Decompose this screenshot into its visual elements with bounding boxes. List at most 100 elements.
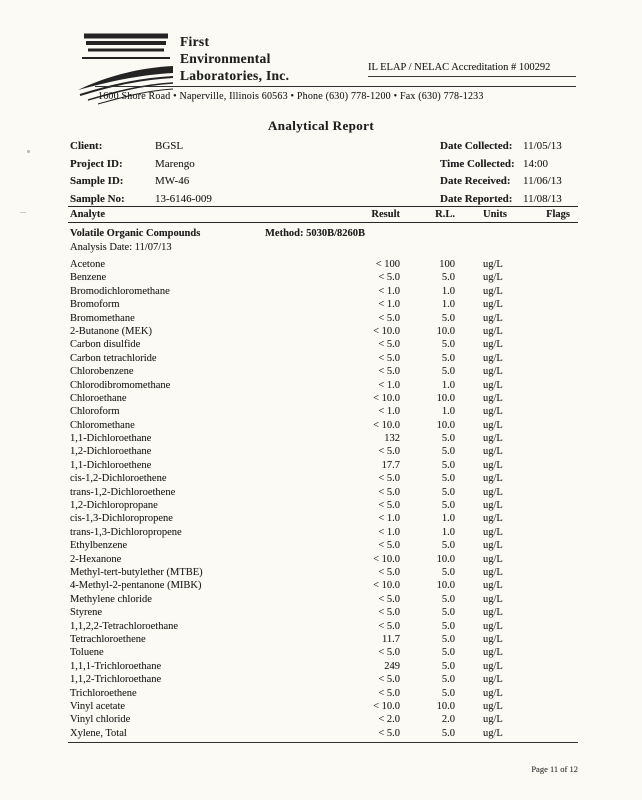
flags-value [515,566,578,579]
units-value: ug/L [483,607,503,619]
flags-value [515,713,578,726]
flags-value [515,298,578,311]
table-row: Chlorodibromomethane < 1.0 1.0 ug/L [68,379,578,392]
flags-value [515,258,578,271]
rl-value: 5.0 [441,433,455,445]
units-value: ug/L [483,580,503,592]
rl-value: 5.0 [441,540,455,552]
sample-id-label: Sample ID: [70,175,124,187]
units-value: ug/L [483,392,503,404]
flags-value [515,633,578,646]
result-value: < 5.0 [378,500,400,512]
units-value: ug/L [483,513,503,525]
rl-value: 5.0 [441,674,455,686]
result-value: < 10.0 [373,325,400,337]
header-divider [95,86,576,87]
result-value: < 5.0 [378,486,400,498]
analyte-name: Vinyl chloride [70,714,131,726]
sample-id-value: MW-46 [155,175,190,187]
page-number: Page 11 of 12 [531,764,578,774]
result-value: < 5.0 [378,312,400,324]
units-value: ug/L [483,379,503,391]
scan-artifact [27,150,30,153]
flags-value [515,700,578,713]
table-row: Chlorobenzene < 5.0 5.0 ug/L [68,365,578,378]
table-row: 4-Methyl-2-pentanone (MIBK) < 10.0 10.0 … [68,579,578,592]
company-name: First Environmental Laboratories, Inc. [180,33,289,84]
analyte-name: Bromodichloromethane [70,285,170,297]
table-row: Chloroform < 1.0 1.0 ug/L [68,405,578,418]
result-value: < 10.0 [373,580,400,592]
table-row: Bromoform < 1.0 1.0 ug/L [68,298,578,311]
units-value: ug/L [483,259,503,270]
units-value: ug/L [483,727,503,739]
flags-value [515,486,578,499]
analyte-name: 1,1-Dichloroethene [70,459,152,471]
table-row: Acetone < 100 100 ug/L [68,258,578,271]
result-value: < 5.0 [378,727,400,739]
table-row: cis-1,3-Dichloropropene < 1.0 1.0 ug/L [68,512,578,525]
rl-value: 1.0 [441,379,455,391]
table-row: trans-1,2-Dichloroethene < 5.0 5.0 ug/L [68,486,578,499]
table-row: Vinyl acetate < 10.0 10.0 ug/L [68,700,578,713]
table-row: 1,1,2,2-Tetrachloroethane < 5.0 5.0 ug/L [68,620,578,633]
table-row: Toluene < 5.0 5.0 ug/L [68,646,578,659]
analyte-name: Carbon tetrachloride [70,352,157,364]
result-value: < 10.0 [373,700,400,712]
rl-value: 5.0 [441,459,455,471]
analyte-name: 2-Butanone (MEK) [70,325,152,337]
result-value: < 1.0 [378,299,400,311]
flags-value [515,687,578,700]
units-value: ug/L [483,419,503,431]
result-value: < 10.0 [373,392,400,404]
units-value: ug/L [483,285,503,297]
header-flags: Flags [546,209,570,220]
rl-value: 5.0 [441,687,455,699]
table-row: 1,2-Dichloropropane < 5.0 5.0 ug/L [68,499,578,512]
flags-value [515,392,578,405]
units-value: ug/L [483,406,503,418]
table-row: Vinyl chloride < 2.0 2.0 ug/L [68,713,578,726]
analyte-name: 1,1,1-Trichloroethane [70,660,162,672]
analyte-name: Chlorobenzene [70,366,134,378]
table-row: 2-Butanone (MEK) < 10.0 10.0 ug/L [68,325,578,338]
rl-value: 1.0 [441,513,455,525]
table-row: cis-1,2-Dichloroethene < 5.0 5.0 ug/L [68,472,578,485]
analyte-name: Chloroethane [70,392,127,404]
analyte-name: 1,1,2,2-Tetrachloroethane [70,620,179,632]
units-value: ug/L [483,446,503,458]
analyte-name: Ethylbenzene [70,540,128,552]
units-value: ug/L [483,566,503,578]
table-row: Ethylbenzene < 5.0 5.0 ug/L [68,539,578,552]
units-value: ug/L [483,540,503,552]
info-row-date-reported: Date Reported: 11/08/13 [440,191,562,209]
rl-value: 5.0 [441,593,455,605]
rl-value: 5.0 [441,446,455,458]
result-value: < 1.0 [378,406,400,418]
rl-value: 5.0 [441,352,455,364]
units-value: ug/L [483,312,503,324]
client-value: BGSL [155,140,184,152]
result-value: < 100 [375,259,400,270]
units-value: ug/L [483,714,503,726]
analyte-name: Bromomethane [70,312,135,324]
table-row: Chloromethane < 10.0 10.0 ug/L [68,419,578,432]
analyte-name: Styrene [70,607,103,619]
units-value: ug/L [483,433,503,445]
result-value: < 1.0 [378,285,400,297]
client-label: Client: [70,140,103,152]
company-logo-icon [76,30,176,108]
flags-value [515,660,578,673]
time-collected-label: Time Collected: [440,157,515,170]
flags-value [515,365,578,378]
header-rl: R.L. [435,209,455,220]
date-reported-label: Date Reported: [440,192,513,205]
table-row: Methylene chloride < 5.0 5.0 ug/L [68,593,578,606]
rl-value: 5.0 [441,366,455,378]
rl-value: 10.0 [436,392,455,404]
flags-value [515,579,578,592]
result-value: < 5.0 [378,674,400,686]
table-row: 1,2-Dichloroethane < 5.0 5.0 ug/L [68,445,578,458]
flags-value [515,620,578,633]
result-value: < 5.0 [378,473,400,485]
